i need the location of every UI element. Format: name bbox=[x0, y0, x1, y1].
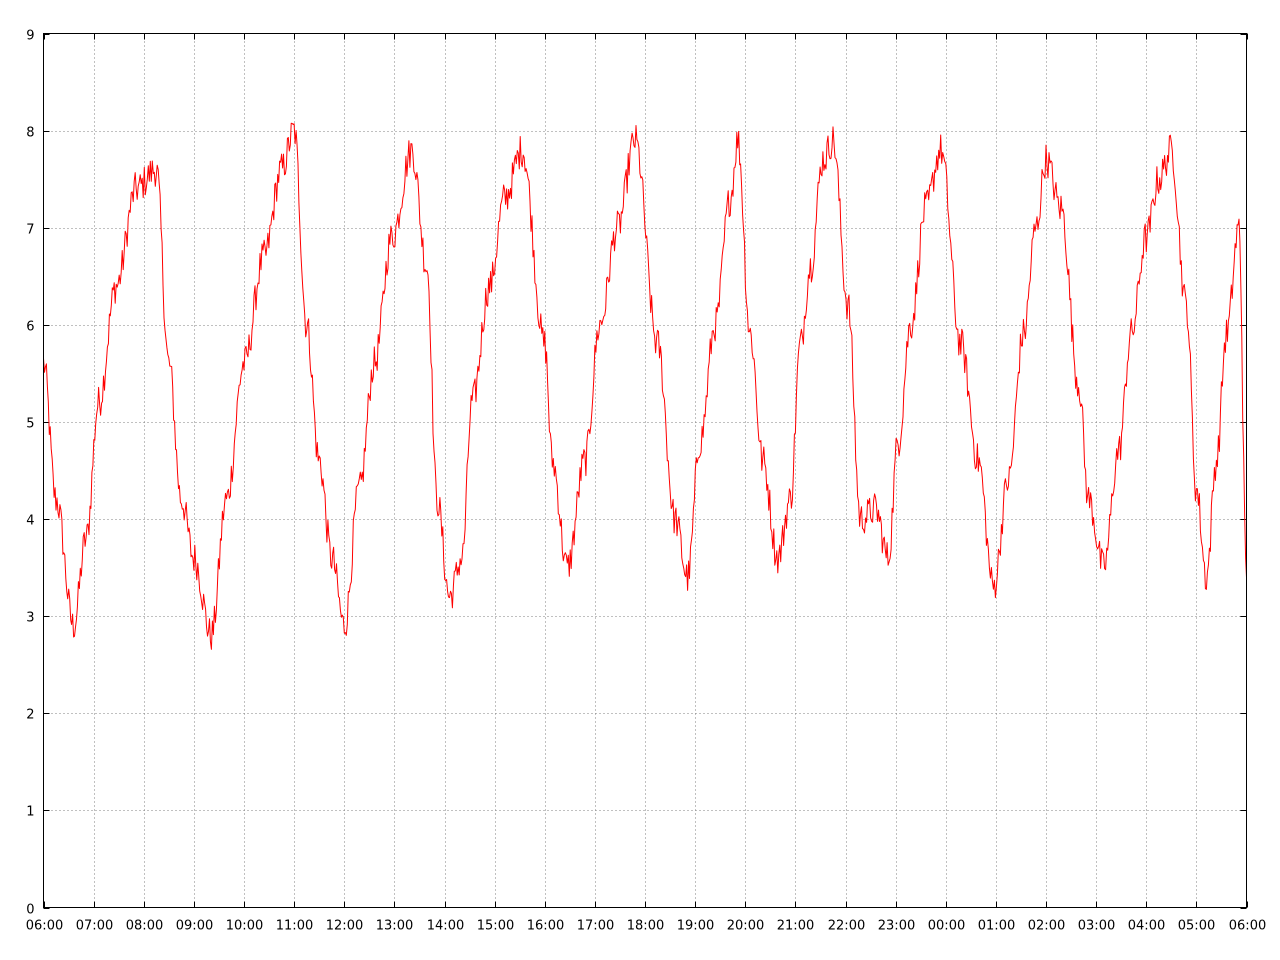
x-tick-label: 17:00 bbox=[577, 919, 614, 934]
x-tick-label: 01:00 bbox=[978, 919, 1015, 934]
series-line-0 bbox=[43, 122, 1247, 650]
x-tick-label: 02:00 bbox=[1028, 919, 1065, 934]
y-tick-label: 1 bbox=[26, 805, 34, 820]
y-tick-label: 6 bbox=[26, 320, 34, 335]
x-tick-label: 06:00 bbox=[26, 919, 63, 934]
x-tick-label: 00:00 bbox=[928, 919, 965, 934]
x-tick-label: 22:00 bbox=[828, 919, 865, 934]
x-tick-label: 09:00 bbox=[176, 919, 213, 934]
x-tick-label: 15:00 bbox=[477, 919, 514, 934]
x-tick-label: 14:00 bbox=[427, 919, 464, 934]
x-tick-label: 03:00 bbox=[1078, 919, 1115, 934]
x-tick-label: 07:00 bbox=[76, 919, 113, 934]
y-tick-label: 4 bbox=[26, 514, 34, 529]
x-tick-label: 06:00 bbox=[1229, 919, 1266, 934]
axis-labels: 0 1 2 3 4 5 6 7 8 9 06:00 07:00 08:00 09:00 10:00 11:00… bbox=[26, 29, 1266, 934]
axis-ticks bbox=[43, 33, 1248, 909]
y-tick-label: 8 bbox=[26, 126, 34, 141]
x-tick-label: 21:00 bbox=[777, 919, 814, 934]
grid bbox=[43, 33, 1247, 908]
x-tick-label: 08:00 bbox=[126, 919, 163, 934]
y-tick-label: 0 bbox=[26, 903, 34, 918]
y-tick-label: 2 bbox=[26, 708, 34, 723]
plot-frame bbox=[43, 33, 1247, 908]
x-tick-label: 16:00 bbox=[527, 919, 564, 934]
y-tick-label: 9 bbox=[26, 29, 34, 44]
series-layer bbox=[43, 122, 1247, 650]
x-tick-label: 11:00 bbox=[276, 919, 313, 934]
y-tick-label: 3 bbox=[26, 611, 34, 626]
x-tick-label: 12:00 bbox=[326, 919, 363, 934]
x-tick-label: 20:00 bbox=[727, 919, 764, 934]
y-tick-label: 7 bbox=[26, 223, 34, 238]
x-tick-label: 18:00 bbox=[627, 919, 664, 934]
x-tick-label: 13:00 bbox=[376, 919, 413, 934]
x-tick-label: 19:00 bbox=[677, 919, 714, 934]
x-tick-label: 04:00 bbox=[1128, 919, 1165, 934]
y-tick-label: 5 bbox=[26, 417, 34, 432]
x-tick-label: 23:00 bbox=[878, 919, 915, 934]
x-tick-label: 05:00 bbox=[1178, 919, 1215, 934]
x-tick-label: 10:00 bbox=[226, 919, 263, 934]
